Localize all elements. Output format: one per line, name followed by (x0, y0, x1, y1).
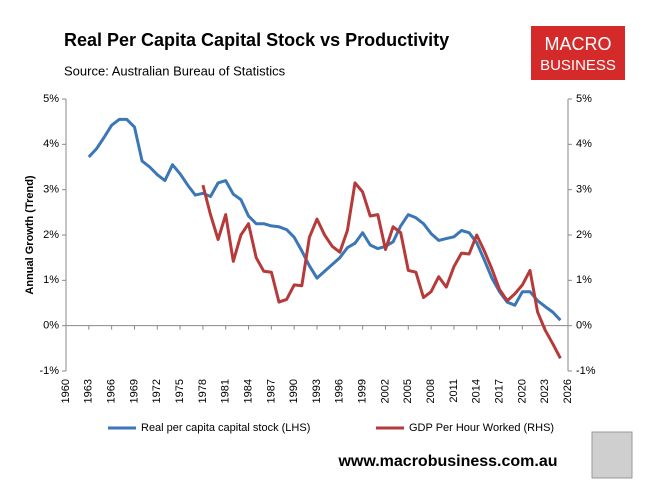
x-tick-label: 1987 (265, 379, 277, 403)
x-tick-label: 1984 (242, 379, 254, 403)
x-tick-label: 1999 (357, 379, 369, 403)
website: www.macrobusiness.com.au (337, 453, 557, 470)
x-tick-label: 1981 (220, 379, 232, 403)
series-line (87, 117, 562, 322)
x-tick-label: 1966 (106, 379, 118, 403)
x-tick-label: 2011 (448, 379, 460, 403)
x-tick-label: 1990 (288, 379, 300, 403)
x-tick-label: 1975 (174, 379, 186, 403)
x-tick-label: 1963 (83, 379, 95, 403)
y2-tick-label: 5% (576, 93, 592, 105)
x-tick-label: 2014 (471, 379, 483, 403)
logo-box (531, 26, 625, 80)
x-tick-label: 1972 (151, 379, 163, 403)
series-line (201, 181, 562, 359)
y-tick-label: 1% (43, 274, 59, 286)
y2-tick-label: 4% (576, 138, 592, 150)
y-tick-label: 0% (43, 320, 59, 332)
y2-tick-label: 2% (576, 229, 592, 241)
x-tick-label: 1996 (334, 379, 346, 403)
x-tick-label: 2005 (402, 379, 414, 403)
y-tick-label: 2% (43, 229, 59, 241)
x-tick-label: 1969 (128, 379, 140, 403)
legend-label: Real per capita capital stock (LHS) (141, 422, 310, 434)
wolf-image (591, 431, 633, 479)
x-tick-label: 2017 (493, 379, 505, 403)
x-tick-label: 1978 (197, 379, 209, 403)
x-tick-label: 1960 (60, 379, 72, 403)
y-tick-label: 3% (43, 184, 59, 196)
logo-text: MACRO (545, 34, 612, 54)
x-tick-label: 2002 (379, 379, 391, 403)
y2-tick-label: 1% (576, 274, 592, 286)
x-tick-label: 2020 (516, 379, 528, 403)
y-tick-label: 5% (43, 93, 59, 105)
y2-tick-label: 0% (576, 320, 592, 332)
legend-label: GDP Per Hour Worked (RHS) (409, 422, 554, 434)
y2-tick-label: -1% (576, 365, 596, 377)
x-tick-label: 2023 (539, 379, 551, 403)
y-tick-label: -1% (39, 365, 59, 377)
y2-tick-label: 3% (576, 184, 592, 196)
x-tick-label: 2026 (562, 379, 574, 403)
y-axis-label: Annual Growth (Trend) (24, 175, 36, 294)
chart-title: Real Per Capita Capital Stock vs Product… (64, 30, 449, 50)
y-tick-label: 4% (43, 138, 59, 150)
chart-subtitle: Source: Australian Bureau of Statistics (64, 63, 286, 78)
x-tick-label: 2008 (425, 379, 437, 403)
x-tick-label: 1993 (311, 379, 323, 403)
logo-text: BUSINESS (540, 57, 616, 74)
